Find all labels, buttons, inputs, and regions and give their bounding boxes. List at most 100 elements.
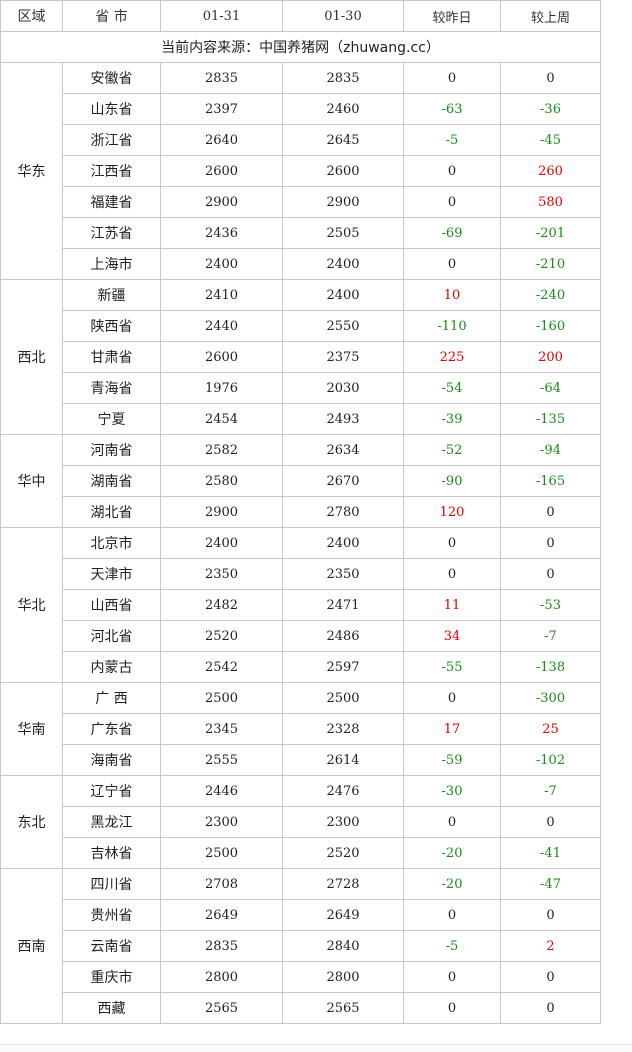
price-today: 2565 xyxy=(160,992,283,1024)
change-week: -45 xyxy=(500,124,601,156)
data-row: 云南省 2835 2840 -5 2 xyxy=(1,930,601,962)
price-yesterday: 2375 xyxy=(282,341,404,373)
data-row: 青海省 1976 2030 -54 -64 xyxy=(1,372,601,404)
price-today: 2500 xyxy=(160,682,283,714)
change-week: -160 xyxy=(500,310,601,342)
change-week: -240 xyxy=(500,279,601,311)
price-yesterday: 2614 xyxy=(282,744,404,776)
province: 安徽省 xyxy=(62,62,161,94)
data-row: 河北省 2520 2486 34 -7 xyxy=(1,620,601,652)
province: 广 西 xyxy=(62,682,161,714)
change-week: 580 xyxy=(500,186,601,218)
province: 西藏 xyxy=(62,992,161,1024)
price-yesterday: 2780 xyxy=(282,496,404,528)
price-today: 2397 xyxy=(160,93,283,125)
data-row: 天津市 2350 2350 0 0 xyxy=(1,558,601,590)
data-row: 内蒙古 2542 2597 -55 -138 xyxy=(1,651,601,683)
footer-bar xyxy=(0,1044,632,1052)
source-note: 当前内容来源：中国养猪网（zhuwang.cc） xyxy=(0,31,601,63)
header-cell: 01-30 xyxy=(282,0,404,32)
change-week: 0 xyxy=(500,558,601,590)
price-today: 2440 xyxy=(160,310,283,342)
price-today: 2835 xyxy=(160,62,283,94)
price-yesterday: 2835 xyxy=(282,62,404,94)
province: 海南省 xyxy=(62,744,161,776)
change-day: 0 xyxy=(403,155,501,187)
province: 贵州省 xyxy=(62,899,161,931)
price-today: 2446 xyxy=(160,775,283,807)
data-row: 山西省 2482 2471 11 -53 xyxy=(1,589,601,621)
price-today: 2436 xyxy=(160,217,283,249)
change-day: -63 xyxy=(403,93,501,125)
region: 西南 xyxy=(0,868,63,1024)
change-day: 225 xyxy=(403,341,501,373)
province: 浙江省 xyxy=(62,124,161,156)
change-day: -20 xyxy=(403,868,501,900)
source-row: 当前内容来源：中国养猪网（zhuwang.cc） xyxy=(0,31,601,63)
price-yesterday: 2400 xyxy=(282,279,404,311)
price-today: 2500 xyxy=(160,837,283,869)
change-week: 0 xyxy=(500,527,601,559)
price-table: 区域省 市 01-31 01-30 较昨日 较上周 当前内容来源：中国养猪网（zhuwan… xyxy=(0,0,601,1024)
change-day: 10 xyxy=(403,279,501,311)
province: 广东省 xyxy=(62,713,161,745)
change-week: -135 xyxy=(500,403,601,435)
header-cell: 较昨日 xyxy=(403,0,501,32)
province: 辽宁省 xyxy=(62,775,161,807)
change-week: 0 xyxy=(500,806,601,838)
price-yesterday: 2505 xyxy=(282,217,404,249)
data-row: 华北 北京市 2400 2400 0 0 xyxy=(0,527,601,683)
data-row: 江西省 2600 2600 0 260 xyxy=(1,155,601,187)
region: 西北 xyxy=(0,279,63,435)
province: 湖北省 xyxy=(62,496,161,528)
change-day: -55 xyxy=(403,651,501,683)
price-yesterday: 2565 xyxy=(282,992,404,1024)
change-day: 0 xyxy=(403,186,501,218)
change-week: 0 xyxy=(500,62,601,94)
province: 河北省 xyxy=(62,620,161,652)
province: 吉林省 xyxy=(62,837,161,869)
price-today: 2482 xyxy=(160,589,283,621)
data-row: 西北 新疆 2410 2400 10 -240 xyxy=(0,279,601,435)
header-cell: 省 市 xyxy=(62,0,161,32)
change-day: -110 xyxy=(403,310,501,342)
change-day: 0 xyxy=(403,992,501,1024)
change-week: -53 xyxy=(500,589,601,621)
change-week: -7 xyxy=(500,620,601,652)
change-week: -7 xyxy=(500,775,601,807)
data-row: 甘肃省 2600 2375 225 200 xyxy=(1,341,601,373)
province: 四川省 xyxy=(62,868,161,900)
data-row: 上海市 2400 2400 0 -210 xyxy=(1,248,601,280)
data-row: 海南省 2555 2614 -59 -102 xyxy=(1,744,601,776)
province: 福建省 xyxy=(62,186,161,218)
province: 河南省 xyxy=(62,434,161,466)
province: 黑龙江 xyxy=(62,806,161,838)
change-day: 0 xyxy=(403,682,501,714)
price-yesterday: 2493 xyxy=(282,403,404,435)
price-today: 2900 xyxy=(160,186,283,218)
price-yesterday: 2400 xyxy=(282,527,404,559)
price-yesterday: 2328 xyxy=(282,713,404,745)
data-row: 重庆市 2800 2800 0 0 xyxy=(1,961,601,993)
change-day: -59 xyxy=(403,744,501,776)
price-today: 2580 xyxy=(160,465,283,497)
price-today: 2600 xyxy=(160,341,283,373)
price-today: 2582 xyxy=(160,434,283,466)
change-day: 11 xyxy=(403,589,501,621)
change-week: -64 xyxy=(500,372,601,404)
data-row: 西南 四川省 2708 2728 -20 -47 xyxy=(0,868,601,1024)
change-day: -52 xyxy=(403,434,501,466)
change-day: -30 xyxy=(403,775,501,807)
change-day: -69 xyxy=(403,217,501,249)
price-today: 2350 xyxy=(160,558,283,590)
price-today: 2649 xyxy=(160,899,283,931)
province: 江苏省 xyxy=(62,217,161,249)
price-yesterday: 2597 xyxy=(282,651,404,683)
price-yesterday: 2840 xyxy=(282,930,404,962)
price-yesterday: 2476 xyxy=(282,775,404,807)
price-yesterday: 2634 xyxy=(282,434,404,466)
price-today: 2708 xyxy=(160,868,283,900)
change-week: -47 xyxy=(500,868,601,900)
change-day: 17 xyxy=(403,713,501,745)
change-week: -94 xyxy=(500,434,601,466)
